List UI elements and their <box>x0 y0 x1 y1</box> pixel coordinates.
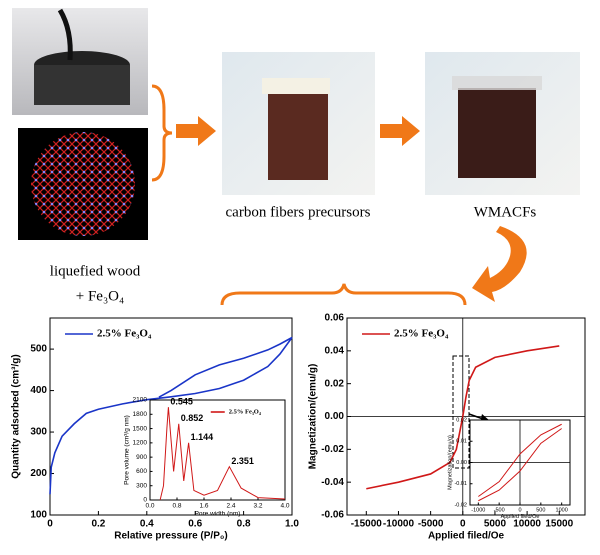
y-axis-label: Magnetization/(emu/g) <box>308 364 319 470</box>
label: + Fe₃O₄ <box>76 288 125 304</box>
arrow <box>176 116 216 146</box>
x-tick-label: 2.4 <box>226 503 235 510</box>
lattice <box>31 132 135 236</box>
peak-label: 2.351 <box>231 456 254 466</box>
x-tick-label: 1000 <box>556 507 568 513</box>
x-tick-label: 0.8 <box>237 519 251 530</box>
peak-label: 0.852 <box>181 413 204 423</box>
y-axis-label: Pore volume (cm³/g nm) <box>123 415 130 485</box>
y-tick-label: -0.06 <box>321 510 344 521</box>
x-tick-label: 0.6 <box>188 519 202 530</box>
y-tick-label: 900 <box>136 454 147 461</box>
plot-frame <box>149 399 286 501</box>
y-tick-label: 1200 <box>133 440 148 447</box>
photo-beaker-body <box>34 65 130 105</box>
fiber-holder <box>452 76 542 90</box>
y-tick-label: -0.02 <box>454 502 467 508</box>
x-axis-label: Applied filed/Oe <box>428 531 505 542</box>
arrows <box>151 84 467 306</box>
y-tick-label: 400 <box>30 385 47 396</box>
legend-label: 2.5% Fe₃O₄ <box>229 408 261 415</box>
y-tick-label: 300 <box>30 427 47 438</box>
y-tick-label: 1800 <box>133 411 148 418</box>
y-tick-label: 0.02 <box>325 378 345 389</box>
x-tick-label: 0 <box>518 507 521 513</box>
x-tick-label: 0 <box>460 519 466 530</box>
series-line <box>159 407 286 501</box>
x-tick-label: 0.4 <box>140 519 154 530</box>
plot-frame <box>49 317 293 516</box>
label: liquefied wood <box>50 263 141 279</box>
x-axis-label: Relative pressure (P/P₀) <box>114 531 227 542</box>
y-tick-label: 0.00 <box>456 460 467 466</box>
x-tick-label: 15000 <box>545 519 573 530</box>
x-tick-label: 0.0 <box>145 503 154 510</box>
y-tick-label: 500 <box>30 344 47 355</box>
legend-label: 2.5% Fe₃O₄ <box>394 328 449 340</box>
y-tick-label: 100 <box>30 510 47 521</box>
x-tick-label: -500 <box>494 507 505 513</box>
x-axis-label: Applied filed/Oe <box>501 514 540 520</box>
x-axis-label: Pore width (nm) <box>195 510 241 517</box>
x-tick-label: -15000 <box>351 519 383 530</box>
label: carbon fibers precursors <box>226 204 371 220</box>
y-tick-label: 0.02 <box>456 417 467 423</box>
x-tick-label: -1000 <box>471 507 485 513</box>
y-tick-label: 0.00 <box>325 411 345 422</box>
y-tick-label: 0.06 <box>325 313 345 324</box>
arrow <box>380 116 420 146</box>
x-tick-label: 0.2 <box>91 519 105 530</box>
y-axis-label: Magnetization/(emu/g) <box>448 435 454 490</box>
y-tick-label: 300 <box>136 482 147 489</box>
x-tick-label: 10000 <box>513 519 541 530</box>
y-tick-label: 200 <box>30 468 47 479</box>
y-tick-label: 0.01 <box>456 439 467 445</box>
series-line <box>478 428 562 502</box>
photo-stream <box>57 8 73 61</box>
x-tick-label: 500 <box>536 507 545 513</box>
x-tick-label: 0 <box>47 519 53 530</box>
y-tick-label: 0 <box>143 497 147 504</box>
x-tick-label: 5000 <box>484 519 507 530</box>
y-tick-label: -0.04 <box>321 477 344 488</box>
y-tick-label: 0.04 <box>325 345 345 356</box>
zoom-box <box>452 355 470 469</box>
y-tick-label: 1500 <box>133 425 148 432</box>
x-tick-label: -10000 <box>383 519 415 530</box>
series-line <box>478 423 562 497</box>
series-line <box>366 345 560 490</box>
brace <box>220 283 467 306</box>
x-tick-label: 0.8 <box>172 503 181 510</box>
arrow-heads <box>176 116 527 302</box>
brace <box>151 84 173 182</box>
x-tick-label: 3.2 <box>253 503 262 510</box>
y-tick-label: 600 <box>136 468 147 475</box>
x-tick-label: 1.6 <box>199 503 208 510</box>
fiber-block <box>268 90 328 180</box>
photos <box>12 8 580 240</box>
series-line <box>49 336 293 495</box>
curved-arrow <box>472 226 527 302</box>
y-axis-label: Quantity adsorbed (cm³/g) <box>11 354 22 478</box>
label: WMACFs <box>474 204 537 220</box>
legend-label: 2.5% Fe₃O₄ <box>97 328 152 340</box>
x-tick-label: 1.0 <box>285 519 299 530</box>
fiber-holder <box>262 78 330 94</box>
peak-label: 0.545 <box>170 397 193 407</box>
x-tick-label: 4.0 <box>280 503 289 510</box>
y-tick-label: 2100 <box>133 397 148 404</box>
x-tick-label: -5000 <box>418 519 444 530</box>
y-tick-label: -0.01 <box>454 481 467 487</box>
peak-label: 1.144 <box>191 432 214 442</box>
y-tick-label: -0.02 <box>321 444 344 455</box>
fiber-block <box>458 88 536 178</box>
inset-background <box>150 400 285 500</box>
